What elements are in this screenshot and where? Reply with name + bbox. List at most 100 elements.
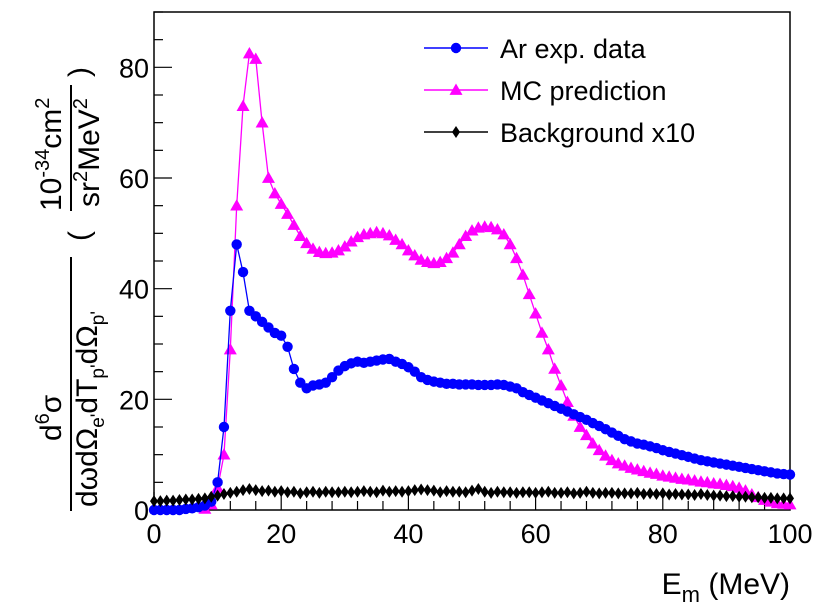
data-point (288, 363, 300, 375)
y-unit-close-paren: ) (63, 67, 96, 77)
data-point (677, 488, 686, 501)
legend-label: Background x10 (500, 118, 695, 148)
series-line (204, 52, 791, 510)
y-axis-title: d6σ dωdΩe'dTp'dΩp' ( 10-34cm2 sr2MeV2 ) (32, 67, 109, 511)
data-point (321, 485, 330, 498)
data-point (728, 490, 737, 503)
data-point (563, 486, 572, 499)
data-point (429, 484, 438, 497)
data-point (347, 486, 356, 499)
data-point (281, 207, 295, 219)
legend-marker (452, 126, 460, 138)
data-point (270, 485, 279, 498)
data-point (423, 484, 432, 497)
data-point (588, 486, 597, 499)
data-point (366, 485, 375, 498)
y-unit-mev-exp: 2 (70, 98, 92, 109)
data-point (264, 484, 273, 497)
data-point (401, 243, 415, 256)
data-point (620, 487, 629, 500)
y-tick-label: 0 (134, 496, 149, 526)
y-tick-label: 20 (119, 385, 149, 415)
data-point (518, 486, 527, 499)
plot-frame (153, 11, 791, 511)
data-point (217, 448, 231, 460)
data-point (223, 343, 237, 355)
data-point (633, 486, 642, 499)
data-point (175, 494, 184, 507)
data-point (282, 341, 293, 352)
data-point (696, 487, 705, 500)
data-point (404, 485, 413, 498)
data-point (306, 242, 320, 254)
data-point (490, 222, 504, 235)
data-point (455, 485, 464, 498)
y-unit-ten: 10 (35, 178, 68, 211)
data-point (554, 379, 568, 391)
data-point (230, 199, 244, 211)
y-tick-label: 60 (119, 164, 149, 194)
y-unit-mev: MeV (73, 109, 106, 171)
data-point (544, 485, 553, 498)
data-point (340, 485, 349, 498)
data-point (582, 485, 591, 498)
y-tick-label: 40 (119, 275, 149, 305)
data-point (274, 197, 288, 209)
legend-entry-background-x10: Background x10 (424, 118, 695, 148)
legend-marker (450, 42, 462, 54)
data-point (754, 491, 763, 504)
data-point (334, 486, 343, 499)
data-point (595, 487, 604, 500)
data-point (461, 486, 470, 499)
data-point (448, 485, 457, 498)
data-point (569, 487, 578, 500)
data-point (652, 487, 661, 500)
data-point (302, 486, 311, 499)
data-point (576, 486, 585, 499)
data-point (359, 485, 368, 498)
data-point (766, 491, 775, 504)
data-point (531, 486, 540, 499)
data-point (573, 420, 587, 432)
data-point (237, 266, 249, 278)
data-point (722, 490, 731, 503)
data-point (639, 487, 648, 500)
data-point (605, 453, 619, 466)
x-axis-title-suffix: (MeV) (700, 568, 790, 601)
data-point (276, 330, 287, 341)
y-axis-denominator: dωdΩe'dTp'dΩp' (71, 311, 109, 507)
data-point (315, 486, 324, 499)
data-point (232, 485, 241, 498)
data-point (452, 237, 466, 250)
data-point (218, 421, 230, 433)
data-point (684, 488, 693, 501)
data-point (353, 485, 362, 498)
data-point (242, 47, 256, 59)
data-point (510, 251, 524, 264)
legend: Ar exp. data MC prediction Background x10 (424, 34, 695, 148)
y-num-d: d (35, 424, 68, 441)
data-point (592, 443, 606, 456)
data-point (503, 237, 517, 250)
data-point (207, 490, 216, 503)
y-den-1: dωdΩ (71, 428, 104, 507)
data-point (296, 487, 305, 500)
x-tick-label: 80 (648, 519, 678, 549)
x-tick-label: 60 (521, 519, 551, 549)
data-point (442, 485, 451, 498)
data-point (169, 494, 178, 507)
data-point (627, 487, 635, 500)
data-point (433, 255, 447, 267)
data-point (747, 491, 756, 504)
y-unit-open-paren: ( (63, 231, 96, 241)
y-unit-sr: sr (73, 182, 106, 207)
y-den-2: dT (71, 379, 104, 414)
data-point (268, 186, 282, 199)
data-point (784, 469, 796, 480)
data-point (499, 486, 508, 499)
data-point (255, 116, 269, 128)
data-point (468, 484, 476, 497)
y-unit-denominator: sr2MeV2 (70, 98, 106, 207)
data-point (436, 486, 445, 499)
data-point (741, 490, 750, 503)
